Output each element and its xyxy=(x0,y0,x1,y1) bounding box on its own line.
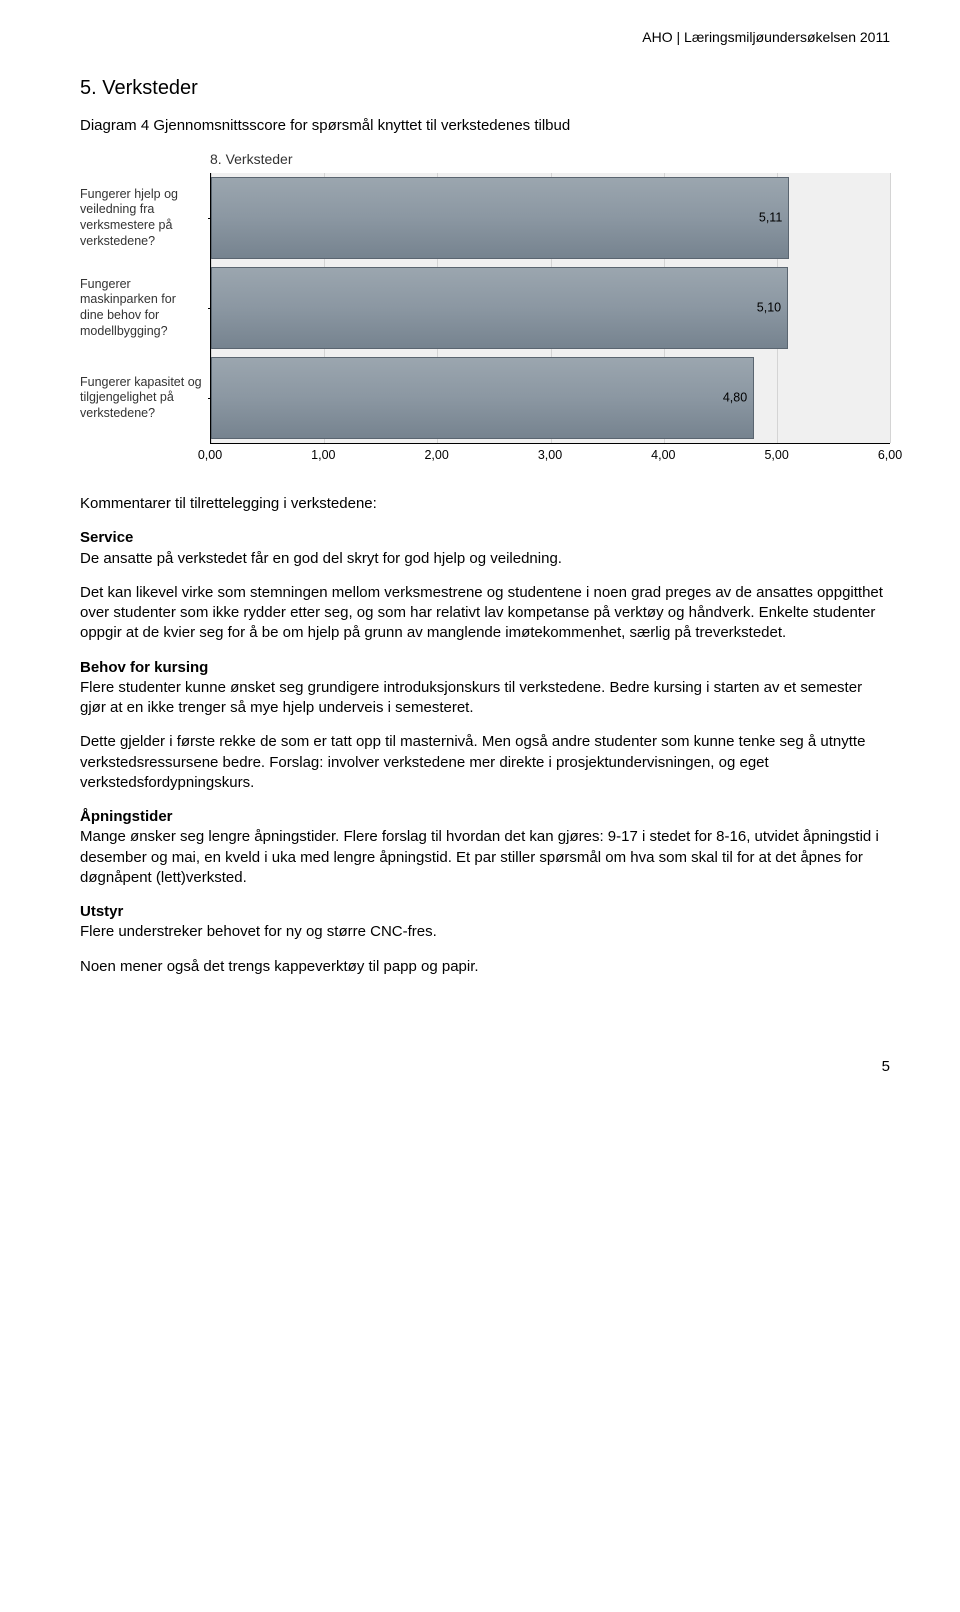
chart-x-tick: 2,00 xyxy=(424,447,448,464)
chart-bar: 5,10 xyxy=(211,267,788,349)
chart-y-label: Fungerer maskinparken for dine behov for… xyxy=(80,263,210,353)
chart-x-tick: 3,00 xyxy=(538,447,562,464)
chart-x-tick: 6,00 xyxy=(878,447,902,464)
chart-x-tick: 5,00 xyxy=(764,447,788,464)
aapningstider-block: Åpningstider Mange ønsker seg lengre åpn… xyxy=(80,807,890,888)
chart-bar-value: 5,11 xyxy=(759,210,782,227)
utstyr-heading: Utstyr xyxy=(80,903,123,920)
chart-bar-row: 5,10 xyxy=(211,263,890,353)
chart-bar-value: 4,80 xyxy=(723,390,747,407)
kursing-text-2: Dette gjelder i første rekke de som er t… xyxy=(80,732,890,793)
kursing-heading: Behov for kursing xyxy=(80,659,208,676)
utstyr-text-2: Noen mener også det trengs kappeverktøy … xyxy=(80,957,890,977)
chart-bar-row: 5,11 xyxy=(211,173,890,263)
service-text-1: De ansatte på verkstedet får en god del … xyxy=(80,550,562,567)
kursing-block: Behov for kursing Flere studenter kunne … xyxy=(80,658,890,719)
kursing-text-1: Flere studenter kunne ønsket seg grundig… xyxy=(80,679,862,716)
aapningstider-text: Mange ønsker seg lengre åpningstider. Fl… xyxy=(80,828,879,886)
chart-x-axis: 0,001,002,003,004,005,006,00 xyxy=(210,444,890,464)
chart-bar: 4,80 xyxy=(211,357,754,439)
page-number: 5 xyxy=(80,1057,890,1077)
service-text-2: Det kan likevel virke som stemningen mel… xyxy=(80,583,890,644)
chart-area: Fungerer hjelp og veiledning fra verksme… xyxy=(80,173,890,444)
aapningstider-heading: Åpningstider xyxy=(80,808,173,825)
section-title: 5. Verksteder xyxy=(80,75,890,102)
chart-x-tick: 0,00 xyxy=(198,447,222,464)
diagram-caption: Diagram 4 Gjennomsnittsscore for spørsmå… xyxy=(80,116,890,136)
chart-x-tick: 4,00 xyxy=(651,447,675,464)
chart-y-labels: Fungerer hjelp og veiledning fra verksme… xyxy=(80,173,210,444)
chart-y-label: Fungerer kapasitet og tilgjengelighet på… xyxy=(80,353,210,443)
chart-bar-row: 4,80 xyxy=(211,353,890,443)
chart-bar: 5,11 xyxy=(211,177,789,259)
chart-diagram-4: 8. Verksteder Fungerer hjelp og veiledni… xyxy=(80,150,890,464)
page-header-right: AHO | Læringsmiljøundersøkelsen 2011 xyxy=(80,28,890,47)
chart-y-label: Fungerer hjelp og veiledning fra verksme… xyxy=(80,173,210,263)
utstyr-block: Utstyr Flere understreker behovet for ny… xyxy=(80,902,890,943)
utstyr-text-1: Flere understreker behovet for ny og stø… xyxy=(80,923,437,940)
chart-bar-value: 5,10 xyxy=(757,300,781,317)
chart-plot: 5,11 5,10 4,80 xyxy=(210,173,890,444)
service-block: Service De ansatte på verkstedet får en … xyxy=(80,528,890,569)
comments-intro: Kommentarer til tilrettelegging i verkst… xyxy=(80,494,890,514)
chart-title: 8. Verksteder xyxy=(210,150,890,169)
chart-bars: 5,11 5,10 4,80 xyxy=(211,173,890,443)
chart-x-tick: 1,00 xyxy=(311,447,335,464)
chart-gridline xyxy=(890,173,891,443)
service-heading: Service xyxy=(80,529,133,546)
